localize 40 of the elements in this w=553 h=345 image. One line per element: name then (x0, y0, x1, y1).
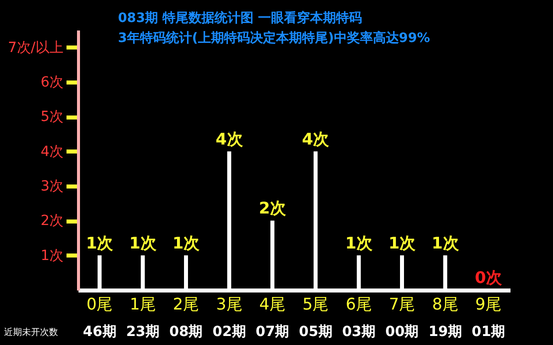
chart-subtitle: 3年特码统计(上期特码决定本期特尾)中奖率高达99% (118, 30, 430, 46)
y-tick-label: 5次 (40, 109, 64, 126)
data-label: 1次 (129, 233, 158, 252)
text: 19期 (428, 324, 462, 340)
data-label: 1次 (86, 233, 114, 252)
text: 近期未开次数 (4, 327, 58, 338)
data-label: 4次 (216, 129, 244, 148)
text: 07期 (256, 324, 290, 340)
data-label: 1次 (432, 233, 460, 252)
x-tick-label: 3尾 (216, 294, 242, 314)
text: 08期 (169, 324, 203, 340)
chart-title: 083期 特尾数据统计图 一眼看穿本期特码 (118, 10, 362, 26)
data-label: 1次 (172, 233, 201, 252)
data-label: 1次 (388, 233, 417, 252)
text: 02期 (212, 324, 246, 340)
x-tick-label: 7尾 (388, 294, 416, 314)
x-tick-label: 6尾 (346, 294, 372, 314)
x-tick-label: 9尾 (475, 294, 502, 314)
y-tick-label: 2次 (40, 213, 64, 230)
text: 23期 (126, 324, 160, 340)
text: 00期 (385, 324, 419, 340)
y-tick-label: 7次/以上 (8, 40, 64, 56)
y-tick-label: 6次 (40, 74, 64, 90)
data-label: 4次 (302, 129, 330, 148)
y-tick-label: 1次 (40, 248, 64, 264)
x-tick-label: 8尾 (432, 294, 458, 314)
text: 05期 (298, 324, 332, 340)
x-tick-label: 2尾 (172, 294, 200, 314)
y-tick-label: 3次 (40, 178, 64, 194)
data-label: 2次 (258, 198, 287, 218)
x-tick-label: 1尾 (130, 294, 156, 314)
data-label: 1次 (345, 233, 374, 252)
x-tick-label: 0尾 (86, 294, 113, 314)
y-tick-label: 4次 (40, 144, 64, 160)
x-tick-label: 4尾 (259, 294, 286, 314)
text: 01期 (472, 324, 506, 340)
text: 46期 (82, 324, 116, 340)
data-label: 0次 (474, 268, 503, 287)
text: 03期 (342, 324, 376, 340)
x-tick-label: 5尾 (302, 294, 329, 314)
